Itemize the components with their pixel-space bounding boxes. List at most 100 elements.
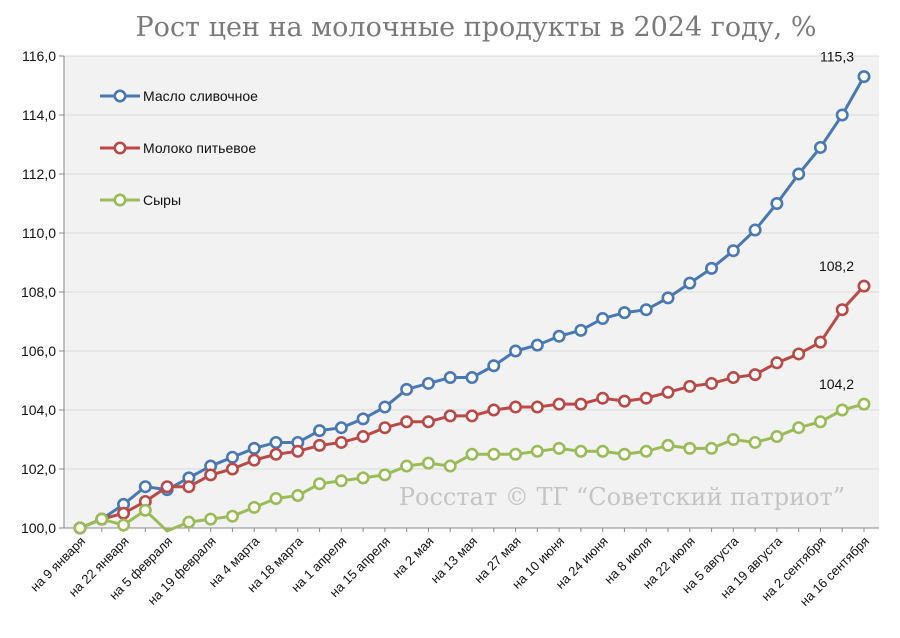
data-point-cheese — [792, 421, 806, 435]
y-tick-label: 106,0 — [21, 343, 56, 359]
data-point-milk — [792, 347, 806, 361]
data-point-butter — [509, 344, 523, 358]
data-point-milk — [400, 415, 414, 429]
data-point-milk — [356, 430, 370, 444]
data-point-milk — [552, 397, 566, 411]
series-milk — [73, 279, 871, 535]
data-point-cheese — [509, 447, 523, 461]
legend-marker — [113, 141, 127, 155]
data-point-butter — [400, 382, 414, 396]
data-point-milk — [291, 444, 305, 458]
data-point-butter — [465, 371, 479, 385]
data-point-milk — [726, 371, 740, 385]
data-point-butter — [726, 244, 740, 258]
data-point-butter — [835, 108, 849, 122]
data-point-butter — [705, 261, 719, 275]
data-point-cheese — [313, 477, 327, 491]
data-point-cheese — [138, 503, 152, 517]
data-point-butter — [378, 400, 392, 414]
data-point-cheese — [574, 444, 588, 458]
chart-title: Рост цен на молочные продукты в 2024 год… — [136, 12, 817, 43]
legend: Масло сливочное Молоко питьевое Сыры — [100, 88, 258, 208]
data-point-cheese — [552, 441, 566, 455]
data-point-milk — [160, 480, 174, 494]
data-point-cheese — [291, 489, 305, 503]
data-point-cheese — [73, 521, 87, 535]
data-point-cheese — [726, 432, 740, 446]
data-point-cheese — [465, 447, 479, 461]
data-point-cheese — [443, 459, 457, 473]
data-point-milk — [574, 397, 588, 411]
y-axis: 100,0 102,0 104,0 106,0 108,0 110,0 112,0 114,0… — [21, 48, 65, 536]
data-point-milk — [596, 391, 610, 405]
data-point-milk — [683, 379, 697, 393]
data-point-butter — [596, 312, 610, 326]
data-point-butter — [639, 303, 653, 317]
data-point-milk — [639, 391, 653, 405]
data-label-cheese: 104,2 — [819, 376, 854, 392]
data-point-milk — [334, 435, 348, 449]
data-point-cheese — [204, 512, 218, 526]
data-point-butter — [574, 323, 588, 337]
data-point-butter — [661, 291, 675, 305]
data-point-milk — [269, 447, 283, 461]
legend-item-milk: Молоко питьевое — [100, 140, 256, 156]
data-point-cheese — [683, 441, 697, 455]
data-point-butter — [356, 412, 370, 426]
legend-item-cheese: Сыры — [100, 192, 181, 208]
data-point-cheese — [705, 441, 719, 455]
data-point-cheese — [225, 509, 239, 523]
data-point-butter — [247, 441, 261, 455]
data-point-cheese — [400, 459, 414, 473]
data-point-cheese — [639, 444, 653, 458]
legend-marker — [113, 89, 127, 103]
data-point-cheese — [487, 447, 501, 461]
data-point-milk — [247, 453, 261, 467]
data-point-milk — [617, 394, 631, 408]
data-point-butter — [487, 359, 501, 373]
data-point-butter — [792, 167, 806, 181]
y-tick-label: 104,0 — [21, 402, 56, 418]
data-point-butter — [443, 371, 457, 385]
y-tick-label: 116,0 — [22, 48, 56, 64]
data-point-cheese — [378, 468, 392, 482]
data-point-cheese — [182, 515, 196, 529]
data-point-cheese — [748, 435, 762, 449]
y-tick-label: 108,0 — [21, 284, 56, 300]
data-point-butter — [138, 480, 152, 494]
data-point-milk — [117, 506, 131, 520]
data-point-cheese — [421, 456, 435, 470]
data-point-butter — [269, 435, 283, 449]
data-point-cheese — [269, 491, 283, 505]
data-point-milk — [182, 480, 196, 494]
data-point-milk — [313, 438, 327, 452]
data-point-milk — [748, 368, 762, 382]
data-point-milk — [857, 279, 871, 293]
legend-label: Молоко питьевое — [143, 140, 256, 156]
data-point-cheese — [356, 471, 370, 485]
data-point-butter — [857, 70, 871, 84]
data-point-milk — [465, 409, 479, 423]
data-point-milk — [509, 400, 523, 414]
data-point-cheese — [617, 447, 631, 461]
data-point-milk — [378, 421, 392, 435]
data-point-butter — [770, 197, 784, 211]
data-point-cheese — [530, 444, 544, 458]
legend-marker — [113, 193, 127, 207]
data-point-milk — [835, 303, 849, 317]
data-point-cheese — [770, 430, 784, 444]
y-tick-label: 114,0 — [22, 107, 56, 123]
data-label-butter: 115,3 — [820, 49, 854, 65]
data-point-milk — [530, 400, 544, 414]
data-point-butter — [617, 306, 631, 320]
y-tick-label: 102,0 — [21, 461, 56, 477]
data-point-milk — [421, 415, 435, 429]
data-point-butter — [530, 338, 544, 352]
data-point-cheese — [857, 397, 871, 411]
data-point-milk — [443, 409, 457, 423]
data-point-milk — [487, 403, 501, 417]
data-point-milk — [770, 356, 784, 370]
data-point-butter — [421, 376, 435, 390]
series — [73, 70, 871, 535]
